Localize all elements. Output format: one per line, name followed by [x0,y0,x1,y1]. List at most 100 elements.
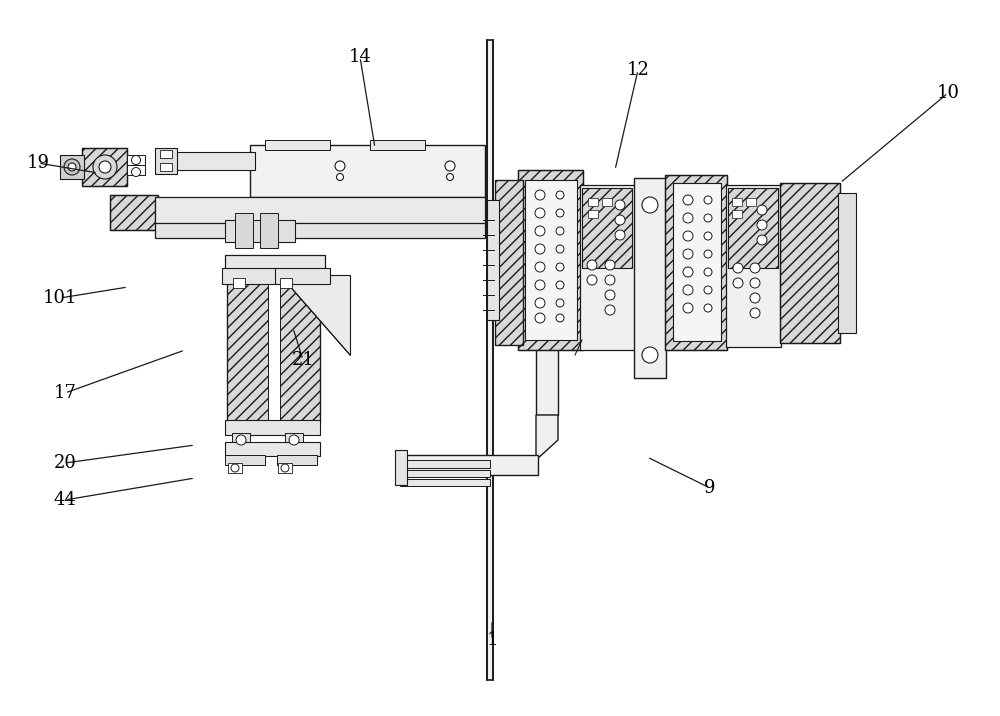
Bar [580,185,635,350]
Text: 20: 20 [54,454,76,472]
Bar [60,155,84,179]
Bar [82,148,127,186]
Circle shape [556,263,564,271]
Bar [160,150,172,158]
Circle shape [587,260,597,270]
Circle shape [535,313,545,323]
Circle shape [556,245,564,253]
Text: 10: 10 [936,84,960,102]
Circle shape [642,347,658,363]
Circle shape [535,280,545,290]
Circle shape [605,260,615,270]
Bar [232,433,250,445]
Circle shape [335,161,345,171]
Bar [227,282,269,422]
Bar [235,213,253,248]
Circle shape [281,464,289,472]
Bar [155,220,485,238]
Bar [780,183,840,343]
Circle shape [683,267,693,277]
Bar [280,278,292,288]
Bar [400,460,490,468]
Bar [250,145,485,197]
Bar [155,200,250,225]
Bar [278,282,320,422]
Circle shape [683,285,693,295]
Circle shape [704,250,712,258]
Bar [838,193,856,333]
Bar [275,268,330,284]
Circle shape [231,464,239,472]
Bar [222,268,277,284]
Bar [487,200,499,320]
Bar [225,455,265,465]
Circle shape [704,304,712,312]
Polygon shape [536,415,558,460]
Bar [260,213,278,248]
Bar [732,198,742,206]
Bar [155,148,177,174]
Bar [278,282,320,422]
Circle shape [445,161,455,171]
Circle shape [757,220,767,230]
Bar [732,210,742,218]
Circle shape [99,161,111,173]
Bar [170,152,255,170]
Circle shape [68,163,76,171]
Text: 101: 101 [43,289,77,307]
Circle shape [615,230,625,240]
Bar [110,195,158,230]
Bar [400,470,490,477]
Bar [746,198,756,206]
Bar [400,455,538,475]
Bar [665,175,727,350]
Circle shape [535,190,545,200]
Bar [127,155,145,165]
Bar [160,163,172,171]
Bar [233,278,245,288]
Bar [268,282,280,422]
Circle shape [605,275,615,285]
Bar [82,148,127,186]
Circle shape [289,435,299,445]
Circle shape [683,231,693,241]
Bar [110,195,158,230]
Bar [634,178,666,378]
Bar [127,165,145,175]
Text: 12: 12 [627,61,649,79]
Bar [227,282,269,422]
Bar [225,220,295,242]
Bar [490,218,538,233]
Text: 44: 44 [54,491,76,509]
Circle shape [750,263,760,273]
Circle shape [757,205,767,215]
Bar [780,183,840,343]
Circle shape [535,262,545,272]
Bar [265,140,330,150]
Circle shape [337,173,344,180]
Bar [588,198,598,206]
Bar [235,270,255,282]
Circle shape [556,209,564,217]
Bar [495,180,523,345]
Circle shape [587,275,597,285]
Circle shape [556,191,564,199]
Bar [518,170,583,350]
Text: 17: 17 [54,384,76,402]
Bar [525,180,577,340]
Circle shape [236,435,246,445]
Circle shape [535,298,545,308]
Text: 9: 9 [704,479,716,497]
Circle shape [733,263,743,273]
Bar [487,40,493,680]
Circle shape [615,200,625,210]
Bar [602,198,612,206]
Bar [395,450,407,485]
Circle shape [704,268,712,276]
Bar [726,185,781,347]
Circle shape [535,208,545,218]
Circle shape [750,308,760,318]
Bar [225,442,320,456]
Circle shape [535,226,545,236]
Bar [278,463,292,473]
